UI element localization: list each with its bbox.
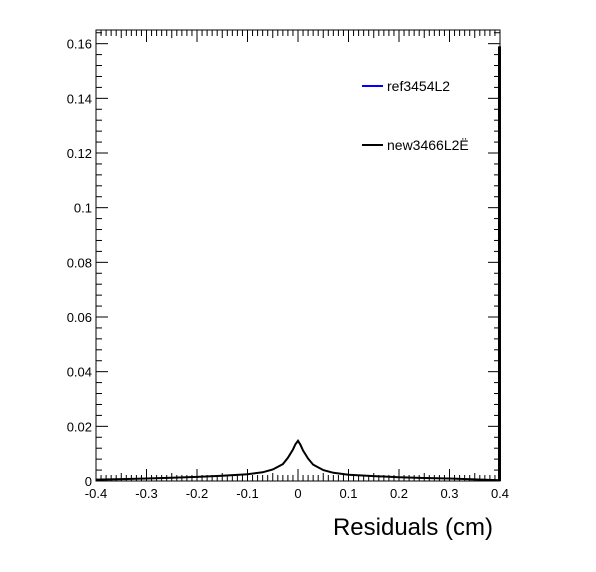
y-tick-label: 0.1 [74, 201, 92, 216]
x-tick-label: -0.3 [135, 486, 157, 501]
y-tick-label: 0.08 [67, 255, 92, 270]
legend: ref3454L2 new3466L2Ë [362, 78, 469, 153]
x-tick-label: -0.2 [186, 486, 208, 501]
x-tick-label: 0 [294, 486, 301, 501]
y-tick-label: 0 [85, 474, 92, 489]
y-axis-ticks: 0 0.02 0.04 0.06 0.08 0.1 0.12 0.14 0.16 [67, 32, 500, 489]
y-tick-label: 0.16 [67, 37, 92, 52]
x-tick-label: -0.4 [85, 486, 107, 501]
x-tick-label: -0.1 [236, 486, 258, 501]
legend-label: new3466L2Ë [387, 137, 469, 153]
series-line [95, 439, 501, 482]
x-tick-label: 0.1 [339, 486, 357, 501]
x-tick-label: 0.2 [390, 486, 408, 501]
x-tick-label: 0.4 [491, 486, 509, 501]
x-tick-label: 0.3 [440, 486, 458, 501]
y-tick-label: 0.12 [67, 146, 92, 161]
y-tick-label: 0.06 [67, 310, 92, 325]
x-axis-label: Residuals (cm) [333, 514, 493, 541]
plot-frame [95, 29, 501, 482]
x-axis-ticks: -0.4 -0.3 -0.2 -0.1 0 0.1 0.2 0.3 0.4 [85, 30, 509, 501]
y-tick-label: 0.04 [67, 365, 92, 380]
y-tick-label: 0.02 [67, 419, 92, 434]
series-layer [95, 46, 501, 482]
legend-label: ref3454L2 [387, 78, 450, 94]
y-tick-label: 0.14 [67, 91, 92, 106]
